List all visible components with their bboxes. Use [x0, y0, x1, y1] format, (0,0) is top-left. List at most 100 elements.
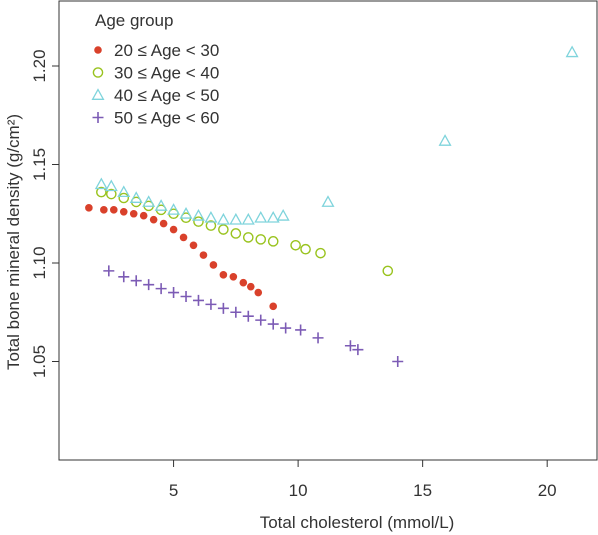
data-point	[149, 215, 158, 224]
data-point	[216, 212, 230, 225]
data-point	[241, 212, 255, 225]
legend: Age group 20 ≤ Age < 30 30 ≤ Age < 40 40 ≤…	[91, 11, 219, 128]
y-tick-label: 1.20	[30, 49, 49, 82]
data-point	[266, 210, 280, 223]
data-point	[139, 211, 148, 220]
data-point	[392, 356, 404, 368]
data-point	[218, 224, 229, 235]
x-tick-label: 10	[289, 481, 308, 500]
data-point	[205, 220, 217, 231]
data-point	[352, 344, 364, 356]
data-point	[229, 212, 243, 225]
data-point	[295, 324, 307, 336]
data-point	[85, 204, 93, 212]
data-point	[142, 195, 156, 207]
data-point	[229, 272, 238, 281]
plot-frame	[58, 0, 598, 461]
data-points	[85, 45, 579, 368]
data-point	[199, 251, 208, 259]
data-point	[119, 207, 128, 216]
y-tick-label: 1.05	[30, 345, 49, 378]
data-point	[267, 318, 279, 330]
data-point	[242, 310, 254, 322]
data-point	[168, 287, 180, 299]
series-1	[85, 204, 278, 311]
data-point	[159, 219, 168, 228]
series-3	[94, 45, 579, 225]
data-point	[321, 195, 335, 207]
data-point	[129, 191, 143, 203]
data-point	[94, 177, 108, 190]
series-4	[103, 265, 404, 368]
data-point	[276, 208, 290, 221]
data-point	[109, 206, 118, 214]
data-point	[180, 290, 192, 302]
legend-marker	[92, 112, 104, 123]
legend-title: Age group	[95, 11, 173, 30]
data-point	[254, 288, 263, 297]
data-point	[167, 203, 181, 215]
legend-label: 30 ≤ Age < 40	[114, 64, 219, 83]
data-point	[129, 209, 138, 218]
x-tick-label: 15	[413, 481, 432, 500]
data-point	[205, 298, 217, 310]
x-tick-label: 20	[538, 481, 557, 500]
data-point	[154, 199, 168, 211]
data-point	[217, 302, 229, 314]
data-point	[255, 234, 267, 245]
legend-marker	[92, 67, 104, 78]
data-point	[438, 134, 452, 146]
data-point	[104, 179, 118, 192]
data-point	[280, 322, 292, 334]
data-point	[209, 261, 218, 269]
y-axis: 1.05 1.10 1.15 1.20	[30, 49, 59, 378]
x-tick-label: 5	[169, 481, 178, 500]
data-point	[312, 332, 324, 344]
data-point	[192, 294, 204, 306]
data-point	[204, 210, 218, 223]
y-tick-label: 1.10	[30, 246, 49, 279]
data-point	[96, 186, 107, 198]
data-point	[246, 282, 255, 291]
data-point	[315, 247, 326, 259]
y-axis-label: Total bone mineral density (g/cm²)	[4, 114, 23, 370]
data-point	[267, 236, 279, 247]
legend-items: 20 ≤ Age < 30 30 ≤ Age < 40 40 ≤ Age < 50 5…	[91, 41, 219, 128]
data-point	[155, 283, 167, 295]
y-tick-label: 1.15	[30, 148, 49, 181]
data-point	[106, 188, 117, 200]
data-point	[179, 207, 193, 219]
data-point	[179, 233, 188, 242]
data-point	[382, 265, 394, 277]
data-point	[565, 45, 579, 58]
data-point	[239, 278, 248, 287]
legend-label: 20 ≤ Age < 30	[114, 41, 219, 60]
data-point	[344, 340, 356, 352]
data-point	[143, 279, 155, 291]
data-point	[230, 228, 242, 239]
data-point	[103, 265, 115, 277]
data-point	[242, 232, 254, 243]
data-point	[230, 306, 242, 318]
x-axis: 5 10 15 20	[169, 460, 557, 500]
data-point	[254, 210, 268, 223]
legend-marker	[91, 88, 105, 100]
data-point	[255, 314, 267, 326]
data-point	[219, 271, 228, 279]
legend-label: 50 ≤ Age < 60	[114, 109, 219, 128]
data-point	[300, 243, 311, 255]
data-point	[117, 185, 131, 198]
data-point	[191, 208, 205, 221]
legend-label: 40 ≤ Age < 50	[114, 86, 219, 105]
x-axis-label: Total cholesterol (mmol/L)	[260, 513, 455, 532]
data-point	[193, 216, 204, 227]
data-point	[189, 241, 198, 250]
data-point	[118, 192, 130, 204]
data-point	[269, 302, 278, 311]
data-point	[290, 239, 301, 251]
data-point	[130, 275, 142, 287]
data-point	[100, 206, 108, 214]
data-point	[118, 271, 130, 283]
data-point	[169, 225, 178, 234]
